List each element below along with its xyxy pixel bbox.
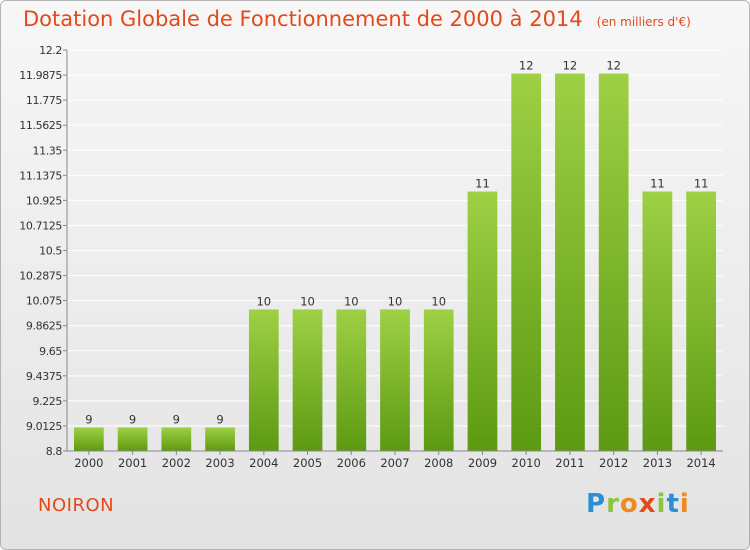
x-tick-label: 2010	[512, 456, 541, 470]
y-tick-labels: 12.2 11.9875 11.775 11.5625 11.35 11.1375 10.9…	[19, 44, 63, 458]
data-label: 11	[475, 177, 490, 191]
y-tick-label: 11.1375	[19, 169, 62, 182]
x-tick-label: 2013	[643, 456, 672, 470]
y-tick-label: 10.075	[26, 295, 62, 308]
y-tick-label: 10.7125	[19, 219, 62, 232]
data-label: 9	[129, 412, 136, 426]
proxiti-logo: Proxiti	[586, 489, 690, 519]
bar	[117, 427, 148, 451]
y-tick-label: 10.5	[39, 245, 62, 258]
y-tick-label: 11.9875	[19, 69, 62, 82]
bar	[423, 309, 454, 451]
data-label: 10	[300, 294, 315, 308]
bar	[642, 191, 673, 451]
x-tick-label: 2007	[380, 456, 409, 470]
logo-letter: i	[679, 489, 690, 519]
y-tick-label: 11.5625	[19, 119, 62, 132]
logo-letter: o	[619, 489, 639, 519]
x-tick-label: 2011	[555, 456, 584, 470]
data-label: 11	[694, 177, 709, 191]
bar	[73, 427, 104, 451]
bar	[598, 73, 629, 452]
data-label: 12	[606, 59, 621, 73]
x-tick-label: 2005	[293, 456, 322, 470]
data-label: 10	[388, 294, 403, 308]
bar	[555, 73, 585, 452]
x-tick-label: 2012	[599, 456, 628, 470]
y-tick-label: 10.2875	[19, 270, 62, 283]
x-tick-label: 2002	[162, 456, 191, 470]
logo-letter: r	[606, 489, 620, 519]
y-tick-label: 8.8	[46, 445, 63, 458]
bar	[380, 309, 410, 451]
x-tick-label: 2014	[686, 456, 715, 470]
bar	[292, 309, 323, 451]
data-label: 12	[563, 59, 578, 73]
y-tick-label: 9.8625	[26, 320, 62, 333]
data-label: 12	[519, 59, 534, 73]
bar	[336, 309, 367, 451]
x-tick-label: 2003	[205, 456, 234, 470]
y-tick-label: 9.0125	[26, 420, 62, 433]
data-label: 11	[650, 177, 665, 191]
commune-name: NOIRON	[38, 495, 115, 516]
y-tick-label: 10.925	[26, 194, 62, 207]
bar	[161, 427, 192, 451]
data-label: 10	[344, 294, 359, 308]
x-tick-label: 2000	[74, 456, 103, 470]
y-tick-label: 9.65	[39, 345, 62, 358]
data-label: 9	[85, 412, 92, 426]
data-labels: 9 9 9 9 10 10 10 10 10 11 12 12 12 11 11	[85, 59, 708, 427]
x-tick-label: 2006	[337, 456, 366, 470]
logo-letter: P	[586, 489, 607, 519]
logo-letter: i	[656, 489, 667, 519]
y-tick-label: 11.35	[33, 144, 63, 157]
x-tick-label: 2009	[468, 456, 497, 470]
logo-letter: t	[666, 489, 680, 519]
bar	[248, 309, 279, 451]
data-label: 9	[173, 412, 180, 426]
chart-title-text: Dotation Globale de Fonctionnement de 20…	[23, 7, 583, 31]
axes	[66, 50, 723, 455]
chart-title-unit: (en milliers d'€)	[596, 15, 691, 29]
logo-letter: x	[638, 489, 657, 519]
x-tick-label: 2008	[424, 456, 453, 470]
x-tick-label: 2004	[249, 456, 278, 470]
bar	[205, 427, 235, 451]
data-label: 10	[256, 294, 271, 308]
y-tick-label: 11.775	[26, 94, 62, 107]
data-label: 9	[216, 412, 223, 426]
bar	[467, 191, 498, 451]
data-label: 10	[431, 294, 446, 308]
chart-title: Dotation Globale de Fonctionnement de 20…	[23, 7, 691, 31]
x-tick-label: 2001	[118, 456, 147, 470]
bars	[73, 73, 717, 452]
x-tick-labels: 2000 2001 2002 2003 2004 2005 2006 2007 2008 2009…	[74, 456, 716, 470]
y-tick-label: 12.2	[39, 44, 62, 57]
y-tick-label: 9.4375	[26, 370, 62, 383]
bar	[686, 191, 717, 451]
y-tick-label: 9.225	[33, 395, 63, 408]
bar	[511, 73, 542, 452]
